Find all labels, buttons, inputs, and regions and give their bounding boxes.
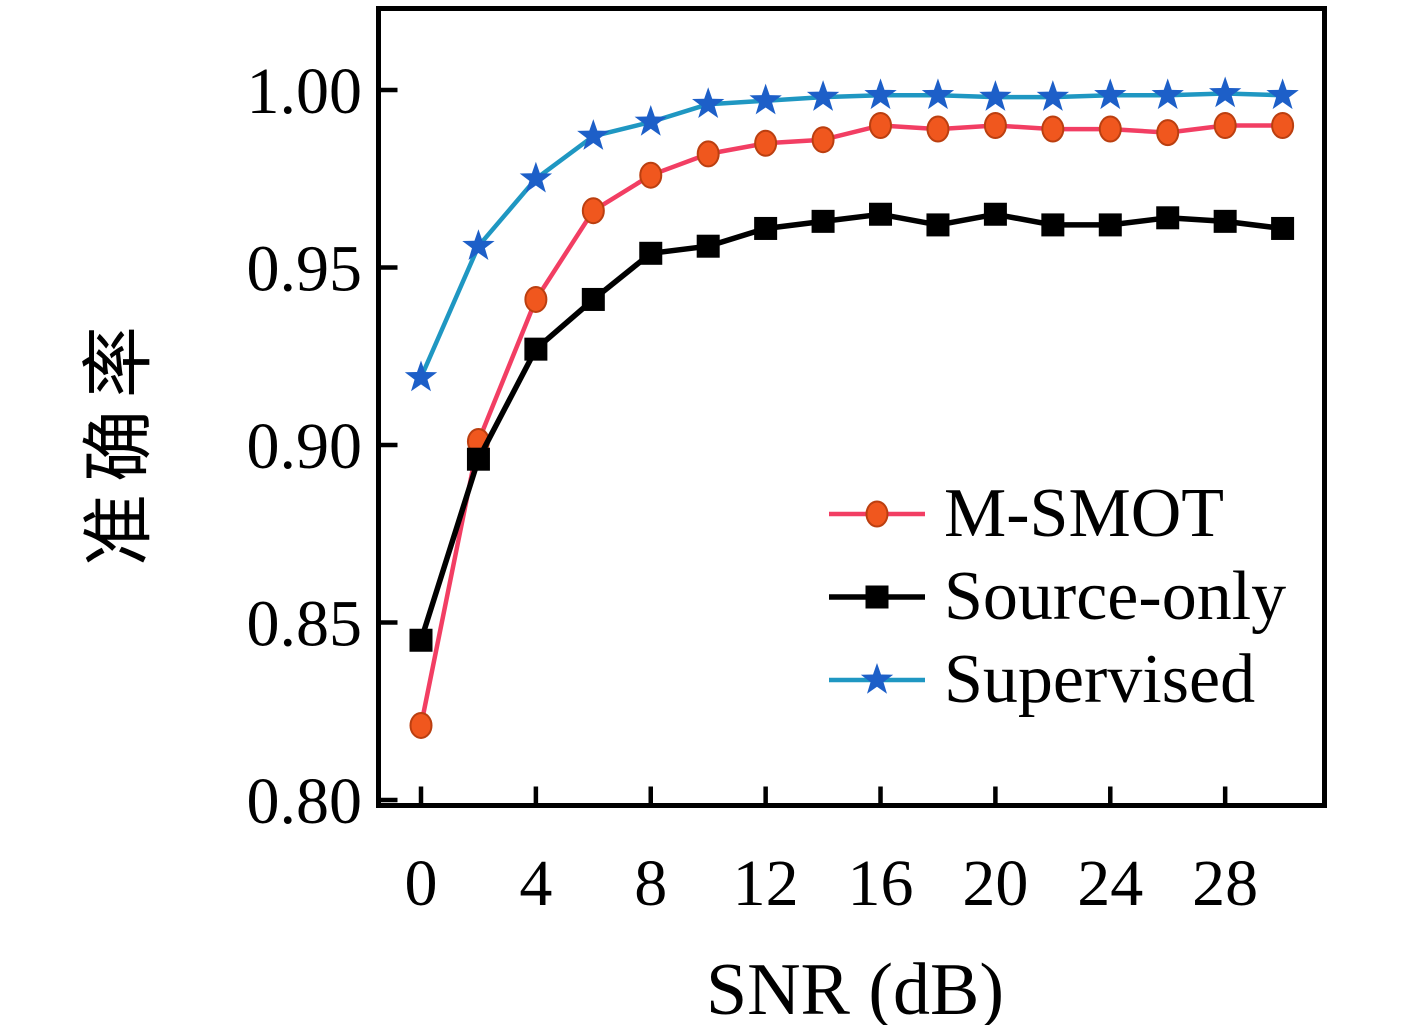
legend-item-supervised: Supervised: [828, 638, 1286, 721]
data-point-marker: [979, 80, 1012, 111]
data-point-marker: [1213, 112, 1237, 139]
data-point-marker: [1271, 112, 1295, 139]
x-tick-label: 12: [733, 847, 799, 920]
data-point-marker: [639, 241, 663, 265]
x-axis-title: SNR (dB): [705, 949, 1005, 1025]
data-point-marker: [1213, 209, 1237, 233]
data-point-marker: [865, 500, 889, 527]
data-point-marker: [639, 161, 663, 189]
x-tick-label: 28: [1192, 847, 1258, 920]
data-point-marker: [1041, 115, 1065, 143]
series-m-smot: [409, 112, 1295, 739]
data-point-marker: [869, 112, 893, 139]
data-point-marker: [1208, 76, 1242, 108]
y-tick-label: 0.80: [247, 765, 363, 838]
legend-label: Source-only: [944, 557, 1287, 635]
data-point-marker: [581, 287, 605, 311]
data-point-marker: [1036, 80, 1070, 111]
data-point-marker: [983, 202, 1007, 226]
data-point-marker: [519, 161, 553, 193]
data-point-marker: [983, 112, 1007, 139]
y-tick-label: 1.00: [247, 55, 363, 128]
legend-item-source-only: Source-only: [828, 555, 1286, 638]
data-point-marker: [524, 285, 548, 313]
data-point-marker: [696, 140, 720, 168]
data-point-marker: [696, 234, 720, 258]
y-tick-label: 0.90: [247, 410, 363, 483]
series-line-source-only: [418, 211, 1286, 644]
data-point-marker: [811, 209, 835, 233]
data-point-marker: [921, 78, 955, 110]
y-axis-title-text: 准确率: [79, 313, 160, 567]
series-source-only: [409, 202, 1295, 652]
data-point-marker: [926, 115, 950, 143]
x-tick-label: 8: [634, 847, 667, 920]
data-point-marker: [1098, 213, 1122, 237]
data-point-marker: [577, 119, 610, 150]
data-point-marker: [869, 202, 893, 226]
series-line-supervised: [418, 91, 1285, 380]
data-point-marker: [1151, 78, 1184, 110]
data-point-marker: [806, 80, 840, 111]
y-tick-label: 0.95: [247, 233, 363, 306]
data-point-marker: [634, 104, 667, 136]
x-tick-label: 24: [1077, 847, 1143, 920]
legend-label: Supervised: [944, 640, 1256, 718]
data-point-marker: [524, 337, 548, 361]
data-point-marker: [581, 197, 605, 225]
legend-item-m-smot: M-SMOT: [828, 472, 1286, 555]
data-point-marker: [466, 447, 490, 471]
legend: M-SMOT Source-only Supervised: [828, 472, 1286, 721]
x-tick-label: 4: [519, 847, 552, 920]
data-point-marker: [1098, 115, 1122, 143]
legend-marker-supervised: [829, 662, 925, 694]
x-tick-label: 20: [962, 847, 1028, 920]
data-point-marker: [462, 229, 495, 260]
data-point-marker: [926, 213, 950, 237]
legend-marker-source-only: [829, 585, 925, 608]
series-supervised: [404, 76, 1299, 392]
series-line-m-smot: [418, 123, 1285, 728]
data-point-marker: [865, 585, 889, 608]
data-point-marker: [864, 78, 897, 110]
data-point-marker: [692, 87, 725, 118]
data-point-marker: [754, 216, 778, 240]
legend-marker-m-smot: [829, 500, 925, 527]
legend-label: M-SMOT: [944, 474, 1225, 552]
data-point-marker: [1041, 213, 1065, 237]
data-point-marker: [1266, 78, 1299, 110]
data-point-marker: [409, 711, 433, 739]
data-point-marker: [860, 662, 894, 694]
data-point-marker: [1094, 78, 1127, 110]
y-tick-label: 0.85: [247, 588, 363, 661]
data-point-marker: [749, 83, 782, 115]
x-tick-label: 16: [848, 847, 914, 920]
data-point-marker: [1156, 119, 1180, 147]
data-point-marker: [1156, 206, 1180, 230]
data-point-marker: [404, 360, 438, 392]
data-point-marker: [1271, 216, 1295, 240]
data-point-marker: [409, 628, 433, 652]
data-point-marker: [811, 126, 835, 154]
x-tick-label: 0: [405, 847, 438, 920]
data-point-marker: [754, 129, 778, 157]
